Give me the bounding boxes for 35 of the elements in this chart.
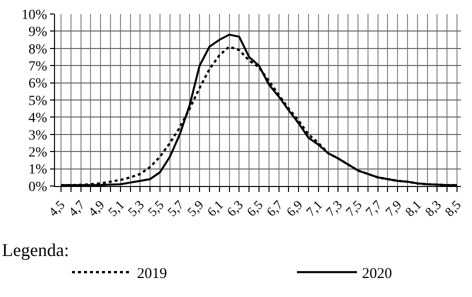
x-tick-label: 7,9 bbox=[382, 197, 404, 220]
x-tick-label: 7,1 bbox=[303, 197, 326, 220]
y-tick-label: 0% bbox=[28, 180, 48, 195]
y-tick-label: 7% bbox=[28, 60, 48, 74]
y-tick-label: 9% bbox=[28, 25, 48, 40]
y-tick-label: 4% bbox=[28, 111, 48, 126]
y-tick-label: 8% bbox=[28, 42, 48, 58]
x-tick-label: 6,7 bbox=[263, 196, 286, 220]
x-tick-label: 8,3 bbox=[422, 197, 444, 220]
x-tick-label: 5,5 bbox=[144, 197, 167, 220]
y-tick-label: 5% bbox=[28, 94, 48, 109]
x-tick-label: 6,1 bbox=[204, 197, 226, 220]
legend-title: Legenda: bbox=[2, 240, 69, 260]
y-tick-label: 10% bbox=[22, 8, 48, 23]
x-tick-label: 5,3 bbox=[124, 197, 147, 220]
x-tick-label: 4,7 bbox=[65, 196, 88, 220]
x-tick-label: 4,5 bbox=[46, 197, 68, 220]
x-tick-label: 7,7 bbox=[362, 196, 385, 220]
x-tick-label: 7,3 bbox=[322, 197, 345, 220]
y-tick-label: 6% bbox=[28, 76, 48, 92]
x-tick-label: 8,5 bbox=[442, 197, 464, 220]
x-tick-label: 6,3 bbox=[224, 197, 246, 220]
x-tick-label: 7,5 bbox=[342, 197, 365, 220]
x-tick-label: 5,1 bbox=[104, 197, 128, 220]
x-tick-label: 8,1 bbox=[402, 197, 424, 220]
x-tick-label: 5,7 bbox=[164, 196, 187, 220]
x-tick-label: 6,5 bbox=[244, 197, 266, 220]
y-tick-label: 3% bbox=[28, 128, 48, 144]
y-tick-label: 2% bbox=[28, 146, 48, 160]
x-tick-label: 4,9 bbox=[85, 197, 108, 220]
y-tick-label: 1% bbox=[28, 162, 48, 178]
legend-label: 2020 bbox=[362, 266, 392, 282]
x-tick-label: 6,9 bbox=[283, 197, 306, 220]
legend-label: 2019 bbox=[136, 266, 167, 282]
x-tick-label: 5,9 bbox=[184, 197, 206, 220]
